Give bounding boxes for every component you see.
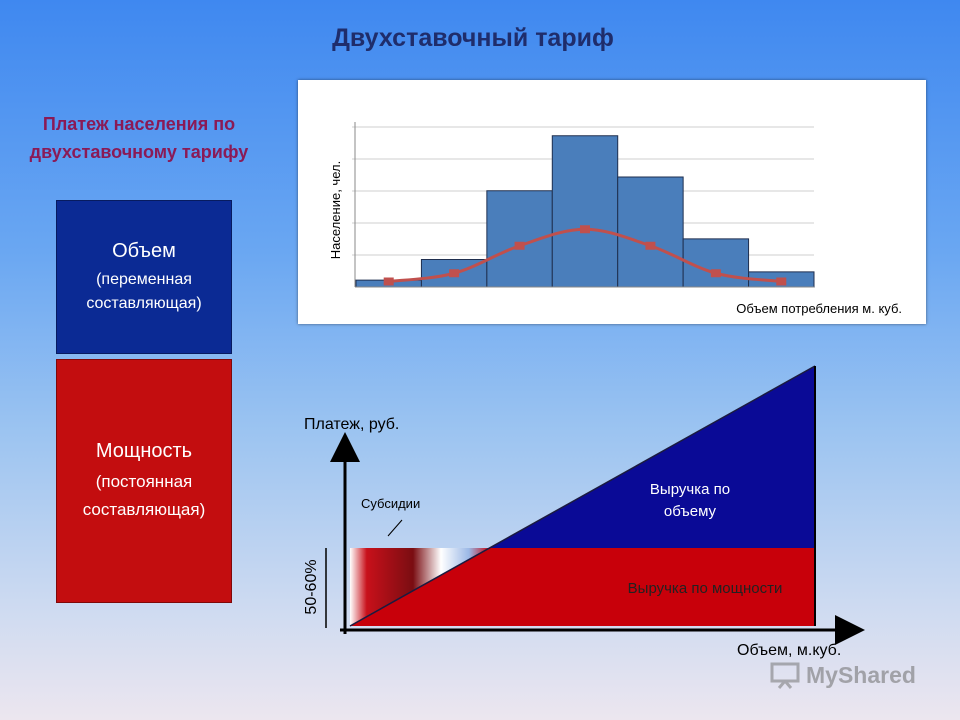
payment-xlabel: Объем, м.куб. bbox=[737, 642, 842, 659]
subsidy-pointer bbox=[387, 519, 403, 537]
histogram-curve-point bbox=[514, 241, 525, 250]
page-title: Двухставочный тариф bbox=[332, 24, 614, 52]
histogram-curve-point bbox=[645, 241, 656, 250]
presentation-icon bbox=[770, 662, 800, 689]
histogram-xlabel: Объем потребления м. куб. bbox=[736, 301, 902, 316]
volume-box-sublabel: (переменная составляющая) bbox=[86, 271, 202, 312]
percent-label: 50-60% bbox=[303, 559, 320, 615]
capacity-box-label: Мощность bbox=[95, 440, 193, 462]
volume-box: Объем (переменная составляющая) bbox=[56, 200, 232, 354]
watermark: MyShared bbox=[770, 658, 930, 692]
capacity-revenue-label: Выручка по мощности bbox=[627, 580, 783, 597]
histogram-curve-point bbox=[710, 269, 721, 278]
histogram-curve-point bbox=[383, 277, 394, 286]
volume-revenue-label: Выручка по объему bbox=[649, 481, 731, 520]
histogram-svg: Население, чел. Объем потребления м. куб… bbox=[328, 122, 902, 316]
tariff-line bbox=[349, 365, 816, 627]
histogram-bar bbox=[617, 176, 684, 288]
subsidy-label: Субсидии bbox=[361, 496, 421, 511]
histogram-curve-point bbox=[580, 225, 590, 234]
capacity-box-sublabel: (постоянная составляющая) bbox=[82, 472, 206, 519]
watermark-text: MyShared bbox=[806, 661, 916, 688]
payment-ylabel: Платеж, руб. bbox=[304, 416, 400, 433]
histogram-chart: Население, чел. Объем потребления м. куб… bbox=[298, 80, 926, 324]
histogram-curve-point bbox=[776, 277, 787, 286]
histogram-ylabel: Население, чел. bbox=[328, 161, 343, 259]
left-heading: Платеж населения по двухставочному тариф… bbox=[29, 114, 249, 162]
capacity-box: Мощность (постоянная составляющая) bbox=[56, 359, 232, 603]
histogram-curve-point bbox=[449, 269, 460, 278]
volume-box-label: Объем bbox=[112, 240, 176, 262]
